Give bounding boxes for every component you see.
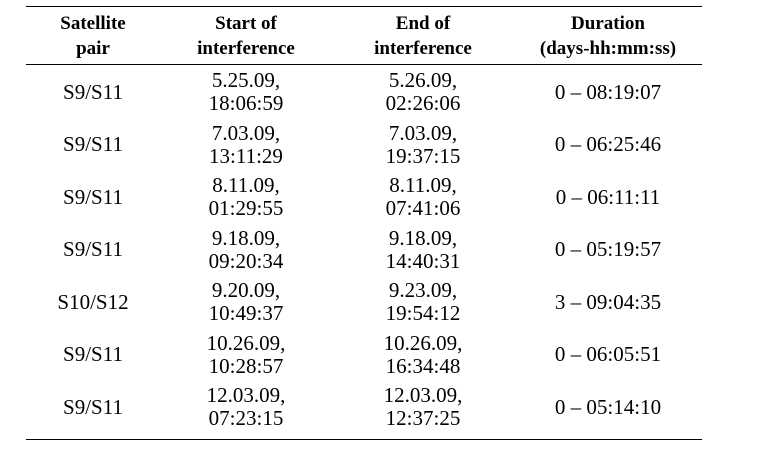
table-row: S9/S11 5.25.09, 18:06:59 5.26.09, 02:26:… — [26, 66, 702, 119]
cell-start-date: 5.25.09, — [211, 68, 281, 93]
header-text-line: interference — [374, 38, 472, 59]
cell-start: 8.11.09, 01:29:55 — [160, 174, 332, 220]
table-header-row: Satellite pair Start of interference End… — [26, 11, 702, 61]
header-text-line: (days-hh:mm:ss) — [539, 38, 677, 59]
cell-end: 12.03.09, 12:37:25 — [332, 384, 514, 430]
cell-end-date: 5.26.09, — [388, 68, 458, 93]
cell-satellite-pair: S9/S11 — [63, 79, 123, 104]
cell-duration: 0 – 06:05:51 — [554, 342, 662, 367]
cell-satellite-pair: S9/S11 — [63, 342, 123, 367]
cell-start-time: 07:23:15 — [208, 406, 284, 431]
cell-end: 10.26.09, 16:34:48 — [332, 330, 514, 378]
cell-end-time: 16:34:48 — [385, 353, 461, 378]
table-top-rule — [26, 6, 702, 7]
cell-duration: 0 – 06:25:46 — [554, 132, 662, 157]
header-satellite-pair: Satellite pair — [26, 11, 160, 61]
cell-end: 9.23.09, 19:54:12 — [332, 279, 514, 325]
header-start-of-interference: Start of interference — [160, 11, 332, 61]
header-text-line: interference — [197, 38, 295, 59]
cell-start: 5.25.09, 18:06:59 — [160, 69, 332, 115]
table-row: S9/S11 7.03.09, 13:11:29 7.03.09, 19:37:… — [26, 119, 702, 172]
header-text-line: pair — [76, 38, 110, 59]
cell-start: 7.03.09, 13:11:29 — [160, 120, 332, 168]
cell-duration: 3 – 09:04:35 — [554, 289, 662, 314]
cell-start-date: 10.26.09, — [206, 330, 286, 355]
table-row: S9/S11 12.03.09, 07:23:15 12.03.09, 12:3… — [26, 381, 702, 434]
interference-table: Satellite pair Start of interference End… — [26, 6, 702, 440]
cell-end-time: 19:54:12 — [385, 301, 461, 326]
cell-duration: 0 – 05:14:10 — [554, 394, 662, 419]
cell-start-time: 10:28:57 — [208, 353, 284, 378]
cell-end-date: 12.03.09, — [383, 383, 463, 408]
cell-end-time: 14:40:31 — [385, 248, 461, 273]
cell-end: 5.26.09, 02:26:06 — [332, 69, 514, 115]
cell-start: 10.26.09, 10:28:57 — [160, 330, 332, 378]
header-duration: Duration (days-hh:mm:ss) — [514, 11, 702, 61]
table-header-rule — [26, 64, 702, 65]
cell-start-date: 9.18.09, — [211, 225, 281, 250]
header-text-line: Duration — [571, 13, 645, 34]
cell-duration: 0 – 08:19:07 — [554, 79, 662, 104]
cell-start-time: 18:06:59 — [208, 91, 284, 116]
cell-end-date: 7.03.09, — [388, 120, 458, 145]
cell-end: 7.03.09, 19:37:15 — [332, 120, 514, 168]
cell-end-time: 12:37:25 — [385, 406, 461, 431]
cell-satellite-pair: S9/S11 — [63, 132, 123, 157]
cell-satellite-pair: S10/S12 — [57, 289, 129, 314]
table-bottom-rule — [26, 438, 702, 440]
table-row: S9/S11 8.11.09, 01:29:55 8.11.09, 07:41:… — [26, 171, 702, 224]
cell-start: 9.20.09, 10:49:37 — [160, 279, 332, 325]
cell-end-date: 8.11.09, — [389, 173, 457, 198]
table-row: S9/S11 10.26.09, 10:28:57 10.26.09, 16:3… — [26, 329, 702, 382]
cell-start: 9.18.09, 09:20:34 — [160, 225, 332, 273]
cell-start-time: 10:49:37 — [208, 301, 284, 326]
table-body: S9/S11 5.25.09, 18:06:59 5.26.09, 02:26:… — [26, 65, 702, 434]
cell-satellite-pair: S9/S11 — [63, 237, 123, 262]
table-row: S9/S11 9.18.09, 09:20:34 9.18.09, 14:40:… — [26, 224, 702, 277]
cell-start-date: 8.11.09, — [212, 173, 280, 198]
header-text-line: Satellite — [60, 13, 126, 34]
cell-end: 9.18.09, 14:40:31 — [332, 225, 514, 273]
cell-end-time: 19:37:15 — [385, 143, 461, 168]
cell-duration: 0 – 06:11:11 — [555, 184, 661, 209]
cell-end-date: 10.26.09, — [383, 330, 463, 355]
header-text-line: End of — [395, 13, 451, 34]
cell-start-date: 12.03.09, — [206, 383, 286, 408]
cell-end-date: 9.23.09, — [388, 278, 458, 303]
cell-duration: 0 – 05:19:57 — [554, 237, 662, 262]
cell-start: 12.03.09, 07:23:15 — [160, 384, 332, 430]
header-text-line: Start of — [215, 13, 277, 34]
cell-satellite-pair: S9/S11 — [63, 184, 123, 209]
cell-start-time: 01:29:55 — [208, 196, 284, 221]
cell-end-time: 07:41:06 — [385, 196, 461, 221]
cell-start-time: 13:11:29 — [209, 143, 283, 168]
cell-satellite-pair: S9/S11 — [63, 394, 123, 419]
cell-end-date: 9.18.09, — [388, 225, 458, 250]
table-row: S10/S12 9.20.09, 10:49:37 9.23.09, 19:54… — [26, 276, 702, 329]
cell-end: 8.11.09, 07:41:06 — [332, 174, 514, 220]
cell-start-time: 09:20:34 — [208, 248, 284, 273]
header-end-of-interference: End of interference — [332, 11, 514, 61]
cell-start-date: 7.03.09, — [211, 120, 281, 145]
cell-start-date: 9.20.09, — [211, 278, 281, 303]
cell-end-time: 02:26:06 — [385, 91, 461, 116]
